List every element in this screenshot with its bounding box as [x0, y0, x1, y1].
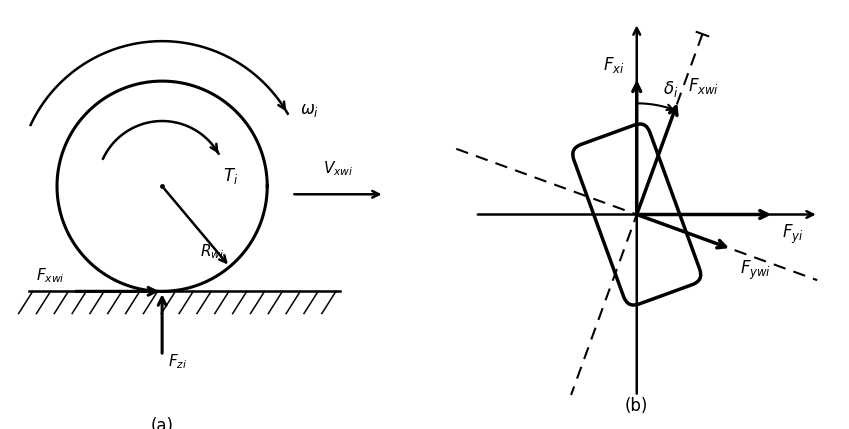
- Text: $F_{xi}$: $F_{xi}$: [603, 55, 625, 75]
- Text: $F_{yi}$: $F_{yi}$: [782, 223, 804, 246]
- Text: $F_{xwi}$: $F_{xwi}$: [37, 266, 65, 285]
- Text: (a): (a): [150, 417, 173, 429]
- Text: $\omega_i$: $\omega_i$: [300, 101, 319, 119]
- Text: $F_{xwi}$: $F_{xwi}$: [689, 76, 719, 97]
- Text: $F_{zi}$: $F_{zi}$: [168, 352, 188, 371]
- Text: $R_{wi}$: $R_{wi}$: [200, 243, 224, 261]
- Text: $V_{xwi}$: $V_{xwi}$: [323, 160, 353, 178]
- Text: $F_{ywi}$: $F_{ywi}$: [739, 259, 771, 282]
- Text: (b): (b): [625, 397, 649, 414]
- Text: $\delta_i$: $\delta_i$: [662, 79, 678, 99]
- Text: $T_i$: $T_i$: [222, 166, 238, 186]
